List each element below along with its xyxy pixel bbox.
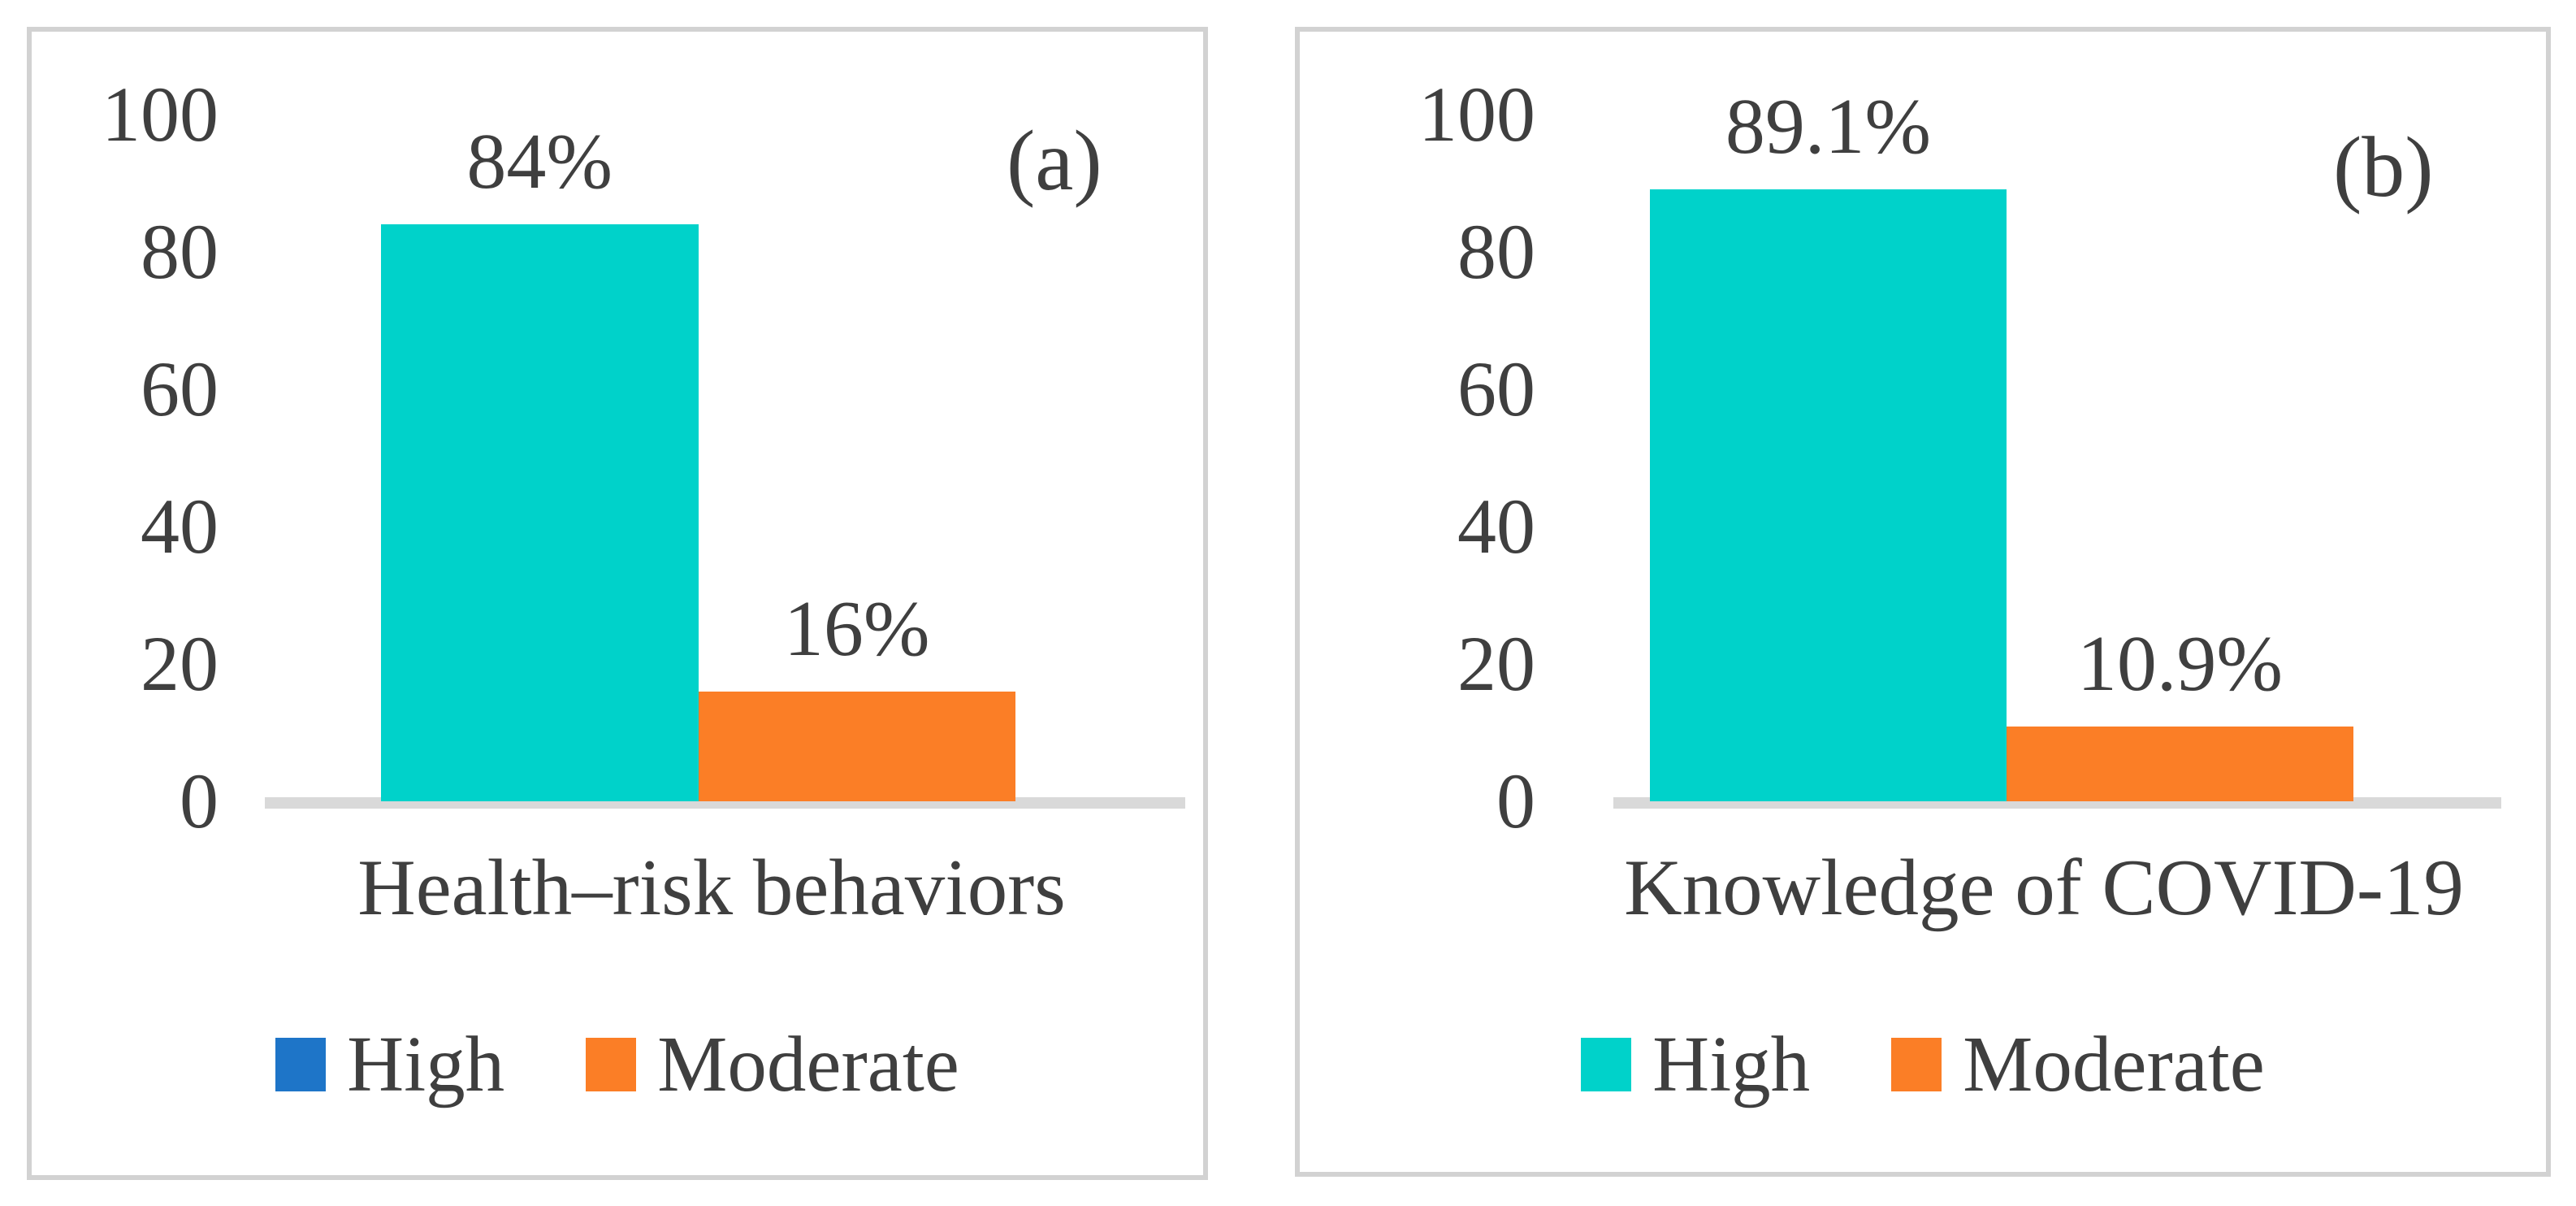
- legend: High Moderate: [32, 1025, 1203, 1104]
- legend-label: High: [347, 1021, 505, 1108]
- y-axis-labels: 100 80 60 40 20 0: [32, 32, 219, 1175]
- y-tick-label: 80: [141, 208, 219, 295]
- panel-letter: (a): [1007, 113, 1102, 208]
- bar-value-label: 84%: [466, 118, 613, 206]
- legend-item: Moderate: [586, 1025, 959, 1104]
- legend-label: High: [1652, 1021, 1811, 1108]
- legend-swatch-high: [1581, 1037, 1632, 1091]
- bar-moderate: 16%: [698, 589, 1015, 801]
- chart-panel-a: 100 80 60 40 20 0 84% 16% (a) Health–risk beha…: [27, 27, 1208, 1180]
- legend-item: Moderate: [1891, 1025, 2265, 1104]
- x-axis-title: Knowledge of COVID-19: [1624, 844, 2464, 932]
- bar-value-label: 10.9%: [2076, 619, 2284, 708]
- y-tick-label: 60: [141, 345, 219, 432]
- y-tick-label: 20: [141, 620, 219, 707]
- legend-label: Moderate: [657, 1021, 959, 1108]
- legend-item: High: [1581, 1025, 1810, 1104]
- y-tick-label: 60: [1457, 345, 1535, 432]
- legend-swatch-high: [275, 1037, 327, 1091]
- chart-panel-b: 100 80 60 40 20 0 89.1% 10.9% (b) Knowledge of…: [1295, 27, 2551, 1177]
- legend-swatch-moderate: [586, 1037, 637, 1091]
- y-tick-label: 20: [1457, 620, 1535, 707]
- legend-item: High: [275, 1025, 504, 1104]
- y-tick-label: 100: [102, 71, 219, 158]
- bar-high: 89.1%: [1649, 87, 2007, 801]
- plot-area: 84% 16%: [265, 115, 1185, 809]
- y-axis-labels: 100 80 60 40 20 0: [1300, 32, 1535, 1172]
- y-tick-label: 0: [180, 757, 219, 844]
- y-tick-label: 40: [1457, 483, 1535, 570]
- y-tick-label: 80: [1457, 208, 1535, 295]
- legend: High Moderate: [1300, 1025, 2546, 1104]
- y-tick-label: 40: [141, 483, 219, 570]
- y-tick-label: 0: [1496, 757, 1535, 844]
- bar-high: 84%: [381, 122, 699, 801]
- bar-value-label: 16%: [783, 584, 930, 673]
- bar-value-label: 89.1%: [1725, 83, 1932, 171]
- bar-moderate: 10.9%: [2007, 624, 2353, 801]
- y-tick-label: 100: [1418, 71, 1535, 158]
- plot-area: 89.1% 10.9%: [1613, 87, 2501, 809]
- legend-label: Moderate: [1963, 1021, 2265, 1108]
- x-axis-title: Health–risk behaviors: [357, 844, 1066, 932]
- legend-swatch-moderate: [1891, 1037, 1942, 1091]
- panel-letter: (b): [2333, 119, 2434, 215]
